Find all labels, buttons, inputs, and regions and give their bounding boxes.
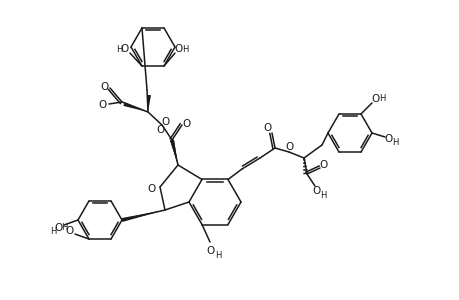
Text: O: O xyxy=(121,44,129,54)
Text: O: O xyxy=(312,186,320,196)
Text: O: O xyxy=(99,100,107,110)
Text: O: O xyxy=(285,142,293,152)
Text: H: H xyxy=(214,250,221,260)
Polygon shape xyxy=(147,95,151,112)
Text: O: O xyxy=(174,44,183,54)
Text: O: O xyxy=(55,223,63,233)
Text: O: O xyxy=(147,184,156,194)
Text: H: H xyxy=(391,137,397,146)
Text: O: O xyxy=(66,226,74,236)
Text: O: O xyxy=(371,94,379,104)
Text: O: O xyxy=(263,123,272,133)
Text: O: O xyxy=(162,117,170,127)
Polygon shape xyxy=(170,140,178,165)
Text: H: H xyxy=(319,190,325,200)
Text: H: H xyxy=(50,227,56,236)
Text: O: O xyxy=(157,125,165,135)
Text: O: O xyxy=(384,134,392,144)
Polygon shape xyxy=(170,140,178,165)
Text: O: O xyxy=(183,119,190,129)
Text: O: O xyxy=(101,82,109,92)
Text: H: H xyxy=(181,45,188,54)
Text: H: H xyxy=(116,45,122,54)
Text: O: O xyxy=(207,246,215,256)
Text: O: O xyxy=(319,160,327,170)
Polygon shape xyxy=(121,210,165,222)
Text: H: H xyxy=(61,223,67,232)
Polygon shape xyxy=(123,102,148,112)
Text: H: H xyxy=(378,94,384,103)
